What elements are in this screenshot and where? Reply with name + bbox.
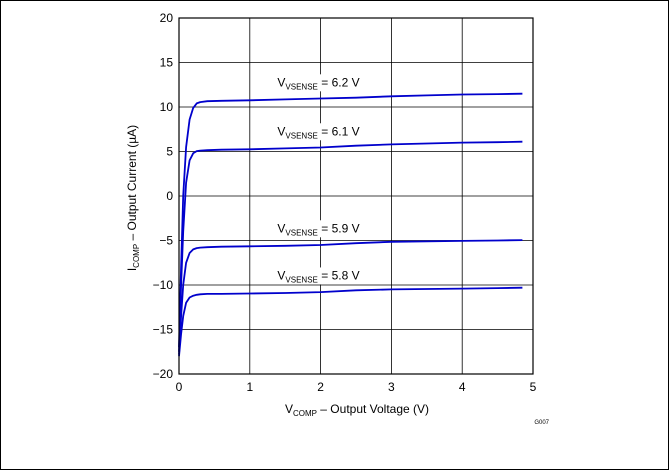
series-label: VVSENSE = 5.8 V [277, 268, 359, 284]
x-tick-label: 4 [459, 380, 466, 394]
series-line [178, 286, 523, 357]
y-tick-label: −20 [153, 367, 174, 381]
series-label: VVSENSE = 6.2 V [277, 75, 359, 91]
x-tick-label: 0 [176, 380, 183, 394]
x-tick-labels: 0 1 2 3 4 5 [176, 380, 537, 394]
series-line [178, 92, 523, 348]
x-tick-label: 2 [317, 380, 324, 394]
y-tick-labels: 20 15 10 5 0 −5 −10 −15 −20 [153, 11, 174, 381]
x-tick-label: 1 [246, 380, 253, 394]
series-label: VVSENSE = 5.9 V [277, 221, 359, 237]
y-tick-label: −5 [159, 234, 173, 248]
series-label-bg [263, 123, 376, 141]
series-line [178, 140, 523, 352]
series-label-bg [263, 220, 376, 238]
x-tick-label: 5 [530, 380, 537, 394]
x-tick-label: 3 [388, 380, 395, 394]
series-labels: VVSENSE = 6.2 V VVSENSE = 6.1 V VVSENSE = … [263, 74, 376, 285]
series-line [178, 239, 523, 355]
x-axis-label: VCOMP – Output Voltage (V) [285, 402, 429, 418]
y-tick-label: 5 [166, 145, 173, 159]
y-tick-label: −10 [153, 278, 174, 292]
y-tick-label: 20 [160, 11, 174, 25]
plot-area-border [178, 17, 534, 375]
series-label-bg [263, 74, 376, 92]
y-tick-label: 0 [166, 189, 173, 203]
y-tick-label: 10 [160, 100, 174, 114]
y-axis-label: ICOMP – Output Current (µA) [125, 125, 141, 271]
figure-id: G007 [534, 420, 549, 426]
series-lines [178, 92, 523, 357]
series-label-bg [263, 267, 376, 285]
y-tick-label: −15 [153, 323, 174, 337]
series-label: VVSENSE = 6.1 V [277, 124, 359, 140]
y-tick-label: 15 [160, 56, 174, 70]
